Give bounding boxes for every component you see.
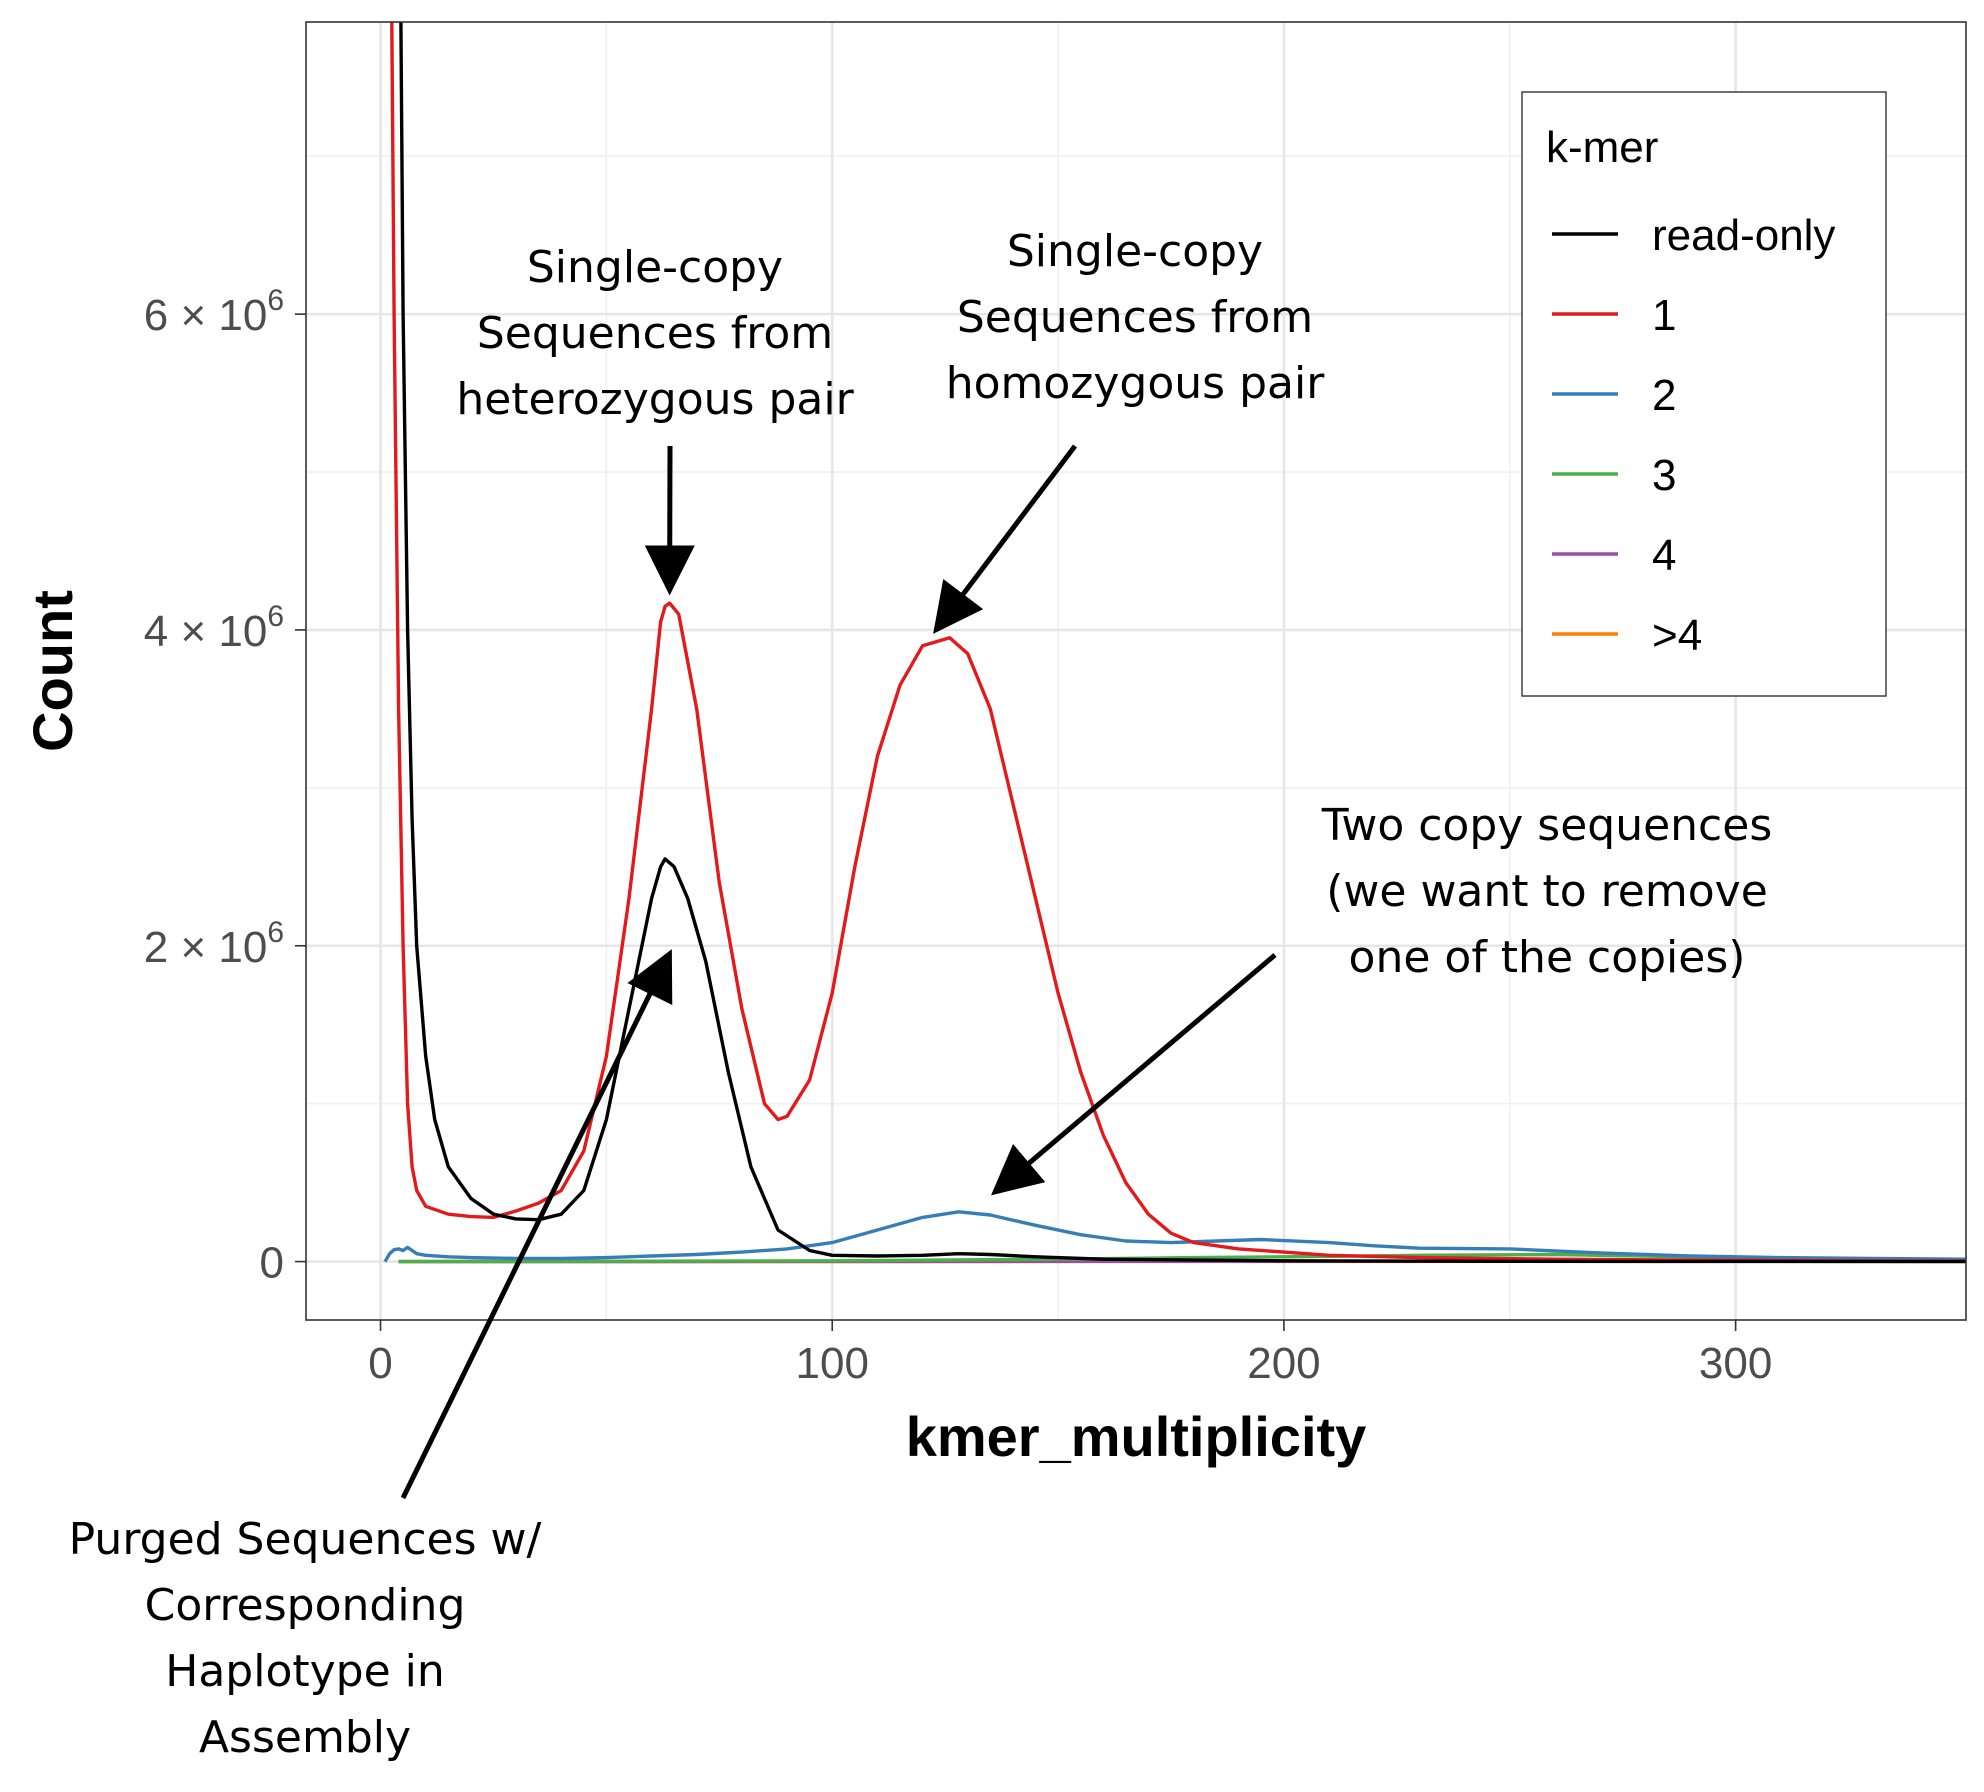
legend: k-mer read-only 1 2 3 4 >4: [1521, 91, 1887, 697]
x-tick-label: 100: [796, 1339, 869, 1388]
annotation-4: Purged Sequences w/Corresponding Haplotyp…: [69, 949, 673, 1763]
annotation-1: Single-copy Sequences from heterozygous pa…: [456, 242, 855, 596]
y-tick-label: 2 × 106: [144, 916, 284, 972]
legend-entries: read-only 1 2 3 4 >4: [1552, 211, 1835, 660]
y-tick-label: 4 × 106: [144, 600, 284, 656]
annotation-text: Purged Sequences w/Corresponding Haplotyp…: [69, 1514, 542, 1763]
y-tick-label: 6 × 106: [144, 284, 284, 340]
series-line-1: [390, 22, 1966, 1263]
x-tick-label: 300: [1699, 1339, 1772, 1388]
y-tick-label: 0: [260, 1239, 284, 1288]
annotation-arrow: [400, 949, 673, 1500]
series-line-read-only: [399, 22, 1966, 1264]
annotation-text: Single-copy Sequences from homozygous pair: [946, 226, 1325, 409]
annotation-text: Two copy sequences (we want to remove one …: [1321, 800, 1773, 983]
legend-label-4: 4: [1652, 531, 1676, 580]
legend-label-read-only: read-only: [1652, 211, 1835, 260]
series-line-2: [383, 1210, 1966, 1263]
legend-label-2: 2: [1652, 371, 1676, 420]
annotation-2: Single-copy Sequences from homozygous pair: [933, 226, 1325, 634]
series-layer: [383, 22, 1966, 1264]
annotation-3: Two copy sequences (we want to remove one …: [991, 800, 1773, 1196]
annotations: Single-copy Sequences from heterozygous pa…: [69, 226, 1773, 1763]
legend-label-gt4: >4: [1652, 611, 1702, 660]
x-tick-label: 0: [368, 1339, 392, 1388]
axis-ticks: [295, 313, 1737, 1331]
annotation-text: Single-copy Sequences from heterozygous pa…: [456, 242, 854, 425]
x-axis-title: kmer_multiplicity: [906, 1405, 1367, 1468]
annotation-arrow: [933, 444, 1077, 634]
x-tick-label: 200: [1247, 1339, 1320, 1388]
axis-tick-labels: 0 100 200 300 0 2 × 106 4 × 106 6 × 106: [144, 284, 1773, 1388]
annotation-arrow: [991, 953, 1277, 1196]
legend-title: k-mer: [1546, 123, 1658, 172]
legend-label-3: 3: [1652, 451, 1676, 500]
plot-panel-border: [305, 21, 1967, 1321]
legend-label-1: 1: [1652, 291, 1676, 340]
y-axis-title: Count: [21, 590, 84, 752]
